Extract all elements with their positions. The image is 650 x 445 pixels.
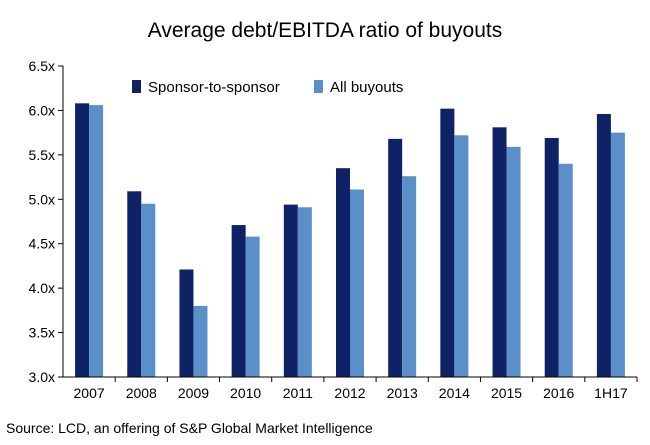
y-tick-label: 5.0x [29, 191, 55, 207]
source-note: Source: LCD, an offering of S&P Global M… [6, 420, 373, 436]
plot-area: 3.0x 3.5x 4.0x 4.5x 5.0x 5.5x 6.0x 6.5x 2007 2008… [29, 58, 638, 401]
legend-label-sponsor-to-sponsor: Sponsor-to-sponsor [148, 79, 280, 96]
bar-sponsor-to-sponsor-1h17 [596, 113, 611, 378]
bar-sponsor-to-sponsor-2010 [231, 225, 246, 377]
bar-all-buyouts-2009 [193, 305, 208, 377]
x-tick-label-2008: 2008 [126, 385, 157, 401]
bar-sponsor-to-sponsor-2016 [544, 137, 559, 377]
x-tick-label-1h17: 1H17 [594, 385, 628, 401]
x-tick-label-2010: 2010 [230, 385, 261, 401]
chart-title: Average debt/EBITDA ratio of buyouts [148, 19, 503, 42]
bar-all-buyouts-2010 [245, 236, 260, 377]
bar-all-buyouts-2014 [454, 135, 469, 377]
bar-sponsor-to-sponsor-2011 [283, 204, 298, 377]
y-tick-label: 3.5x [29, 325, 55, 341]
bar-all-buyouts-1h17 [610, 132, 625, 377]
bar-sponsor-to-sponsor-2015 [492, 127, 507, 377]
y-tick-label: 6.5x [29, 58, 55, 74]
bar-sponsor-to-sponsor-2009 [179, 269, 194, 377]
legend: Sponsor-to-sponsor All buyouts [132, 79, 403, 96]
bar-sponsor-to-sponsor-2014 [440, 108, 455, 377]
bar-all-buyouts-2011 [297, 207, 312, 377]
x-tick-label-2016: 2016 [543, 385, 574, 401]
x-tick-label-2009: 2009 [178, 385, 209, 401]
bar-all-buyouts-2012 [350, 189, 364, 377]
legend-swatch-all-buyouts [314, 80, 323, 93]
legend-label-all-buyouts: All buyouts [330, 79, 403, 96]
x-tick-label-2013: 2013 [387, 385, 418, 401]
x-tick-label-2007: 2007 [74, 385, 105, 401]
y-tick-label: 6.0x [29, 102, 55, 118]
x-tick-label-2011: 2011 [283, 385, 313, 401]
x-tick-label-2014: 2014 [439, 385, 470, 401]
x-tick-label-2012: 2012 [334, 385, 365, 401]
bar-sponsor-to-sponsor-2007 [75, 103, 90, 377]
bar-sponsor-to-sponsor-2008 [127, 191, 142, 377]
x-tick-label-2015: 2015 [491, 385, 522, 401]
bar-sponsor-to-sponsor-2013 [388, 138, 403, 377]
bar-all-buyouts-2015 [506, 146, 521, 377]
bar-all-buyouts-2007 [89, 105, 104, 378]
y-tick-label: 5.5x [29, 147, 55, 163]
bar-all-buyouts-2016 [558, 163, 573, 377]
bar-sponsor-to-sponsor-2012 [336, 168, 350, 377]
y-tick-label: 4.0x [29, 280, 55, 296]
y-tick-label: 4.5x [29, 236, 55, 252]
bar-all-buyouts-2013 [402, 176, 417, 377]
y-tick-label: 3.0x [29, 369, 55, 385]
legend-swatch-sponsor-to-sponsor [132, 80, 141, 93]
bar-all-buyouts-2008 [141, 203, 156, 377]
